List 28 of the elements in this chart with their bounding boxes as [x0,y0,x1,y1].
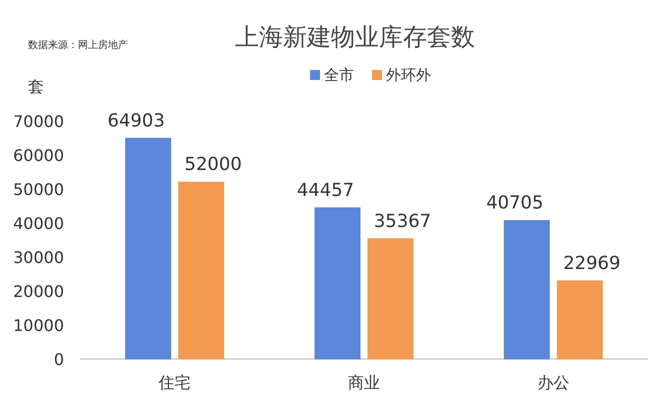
y-tick-label: 50000 [13,180,64,199]
source-note: 数据来源：网上房地产 [28,39,128,51]
bar [556,280,603,360]
y-tick-label: 40000 [13,214,64,233]
data-label: 52000 [184,154,242,176]
bar [504,220,550,360]
y-tick-label: 70000 [13,112,64,131]
y-tick-label: 10000 [13,316,64,335]
data-label: 40705 [486,192,544,214]
x-tick-label: 商业 [348,373,380,392]
y-tick-label: 30000 [13,248,64,267]
x-tick-label: 办公 [537,373,570,392]
y-tick-label: 60000 [13,146,64,165]
legend-label: 全市 [324,66,354,84]
legend-label: 外环外 [386,66,431,84]
chart-title: 上海新建物业库存套数 [235,23,475,51]
y-tick-label: 20000 [13,282,64,301]
bar [368,238,414,360]
data-label: 44457 [296,180,354,201]
y-tick-label: 0 [54,350,64,369]
data-label: 64903 [108,110,165,132]
bar [178,182,224,360]
data-label: 22969 [563,252,620,274]
bar [314,207,360,360]
y-axis-title: 套 [28,77,44,96]
data-label: 35367 [374,210,432,232]
bar [125,138,172,360]
x-tick-label: 住宅 [158,373,191,392]
